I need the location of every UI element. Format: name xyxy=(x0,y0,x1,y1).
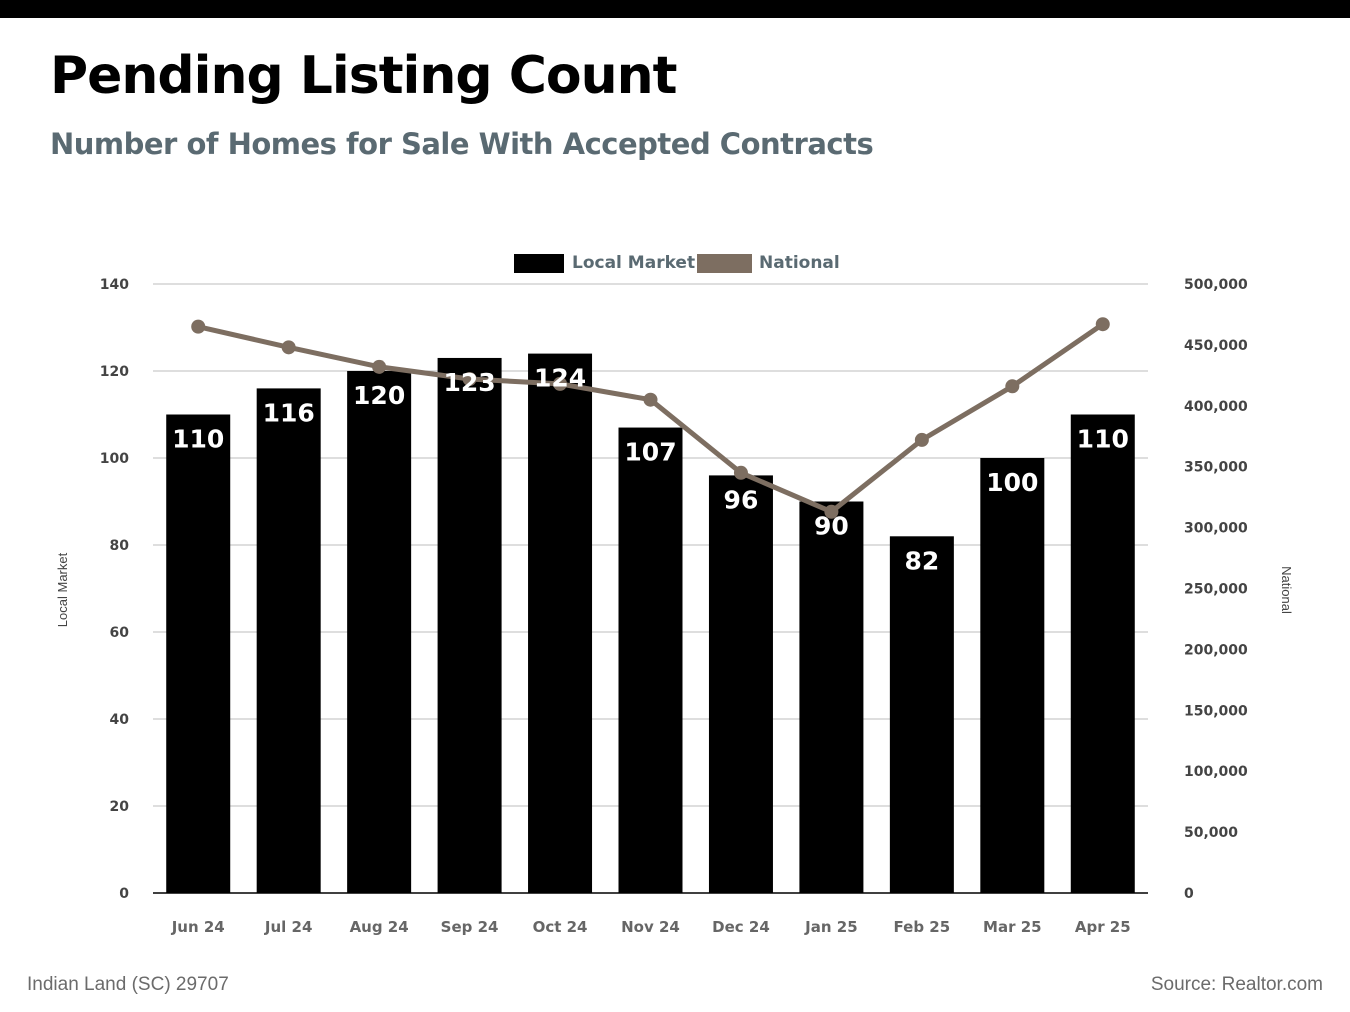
data-labels: 110 116 120 123 124 107 96 90 82 100 110 xyxy=(172,364,1129,576)
bar-series xyxy=(166,353,1135,894)
x-tick-label: Mar 25 xyxy=(983,918,1042,936)
data-label: 120 xyxy=(353,381,405,410)
bar xyxy=(980,458,1045,893)
data-label: 96 xyxy=(724,485,759,514)
x-tick-label: Jun 24 xyxy=(171,918,225,936)
line-series xyxy=(191,317,1110,519)
x-tick-label: Nov 24 xyxy=(621,918,680,936)
x-tick-label: Dec 24 xyxy=(712,918,770,936)
y2-tick-label: 250,000 xyxy=(1184,582,1248,598)
data-label: 116 xyxy=(263,398,315,427)
x-tick-label: Apr 25 xyxy=(1075,918,1131,936)
data-label: 107 xyxy=(624,438,676,467)
legend-swatch-national xyxy=(697,254,752,273)
page-title: Pending Listing Count xyxy=(50,46,678,106)
data-label: 110 xyxy=(172,425,224,454)
line-point xyxy=(733,465,748,480)
y-tick-label: 80 xyxy=(110,538,130,554)
y-tick-label: 100 xyxy=(100,451,129,467)
legend-swatch-local xyxy=(514,254,564,273)
y2-tick-label: 400,000 xyxy=(1184,399,1248,415)
bar xyxy=(799,501,864,893)
line-point xyxy=(191,319,206,334)
y-axis-right-title: National xyxy=(1279,566,1294,614)
line-point xyxy=(281,340,296,355)
y-tick-label: 140 xyxy=(100,277,129,293)
bar xyxy=(528,353,593,894)
y-axis-left-title: Local Market xyxy=(55,552,70,627)
y2-tick-label: 500,000 xyxy=(1184,277,1248,293)
y-tick-label: 0 xyxy=(119,886,129,902)
x-tick-label: Oct 24 xyxy=(533,918,588,936)
data-label: 82 xyxy=(904,546,939,575)
y-tick-label: 20 xyxy=(110,799,130,815)
data-label: 90 xyxy=(814,512,849,541)
bar xyxy=(889,536,954,893)
x-axis-ticks: Jun 24 Jul 24 Aug 24 Sep 24 Oct 24 Nov 24 Dec … xyxy=(171,918,1131,936)
y2-tick-label: 350,000 xyxy=(1184,460,1248,476)
location-label: Indian Land (SC) 29707 xyxy=(27,974,229,995)
bar xyxy=(437,357,502,893)
data-label: 123 xyxy=(443,368,495,397)
y-tick-label: 40 xyxy=(110,712,130,728)
y2-tick-label: 0 xyxy=(1184,886,1194,902)
bar xyxy=(166,414,231,893)
bar xyxy=(708,475,773,893)
bar xyxy=(1070,414,1135,893)
x-tick-label: Aug 24 xyxy=(350,918,409,936)
y-axis-left-ticks: 0 20 40 60 80 100 120 140 xyxy=(100,277,129,902)
x-tick-label: Jul 24 xyxy=(264,918,313,936)
y2-tick-label: 150,000 xyxy=(1184,703,1248,719)
legend: Local Market National xyxy=(514,253,840,273)
bar xyxy=(347,371,412,893)
bar xyxy=(256,388,321,893)
x-tick-label: Feb 25 xyxy=(894,918,951,936)
source-label: Source: Realtor.com xyxy=(1150,974,1323,995)
y2-tick-label: 200,000 xyxy=(1184,642,1248,658)
data-label: 124 xyxy=(534,364,586,393)
y2-tick-label: 50,000 xyxy=(1184,825,1238,841)
y-tick-label: 120 xyxy=(100,364,129,380)
line-point xyxy=(462,372,477,387)
data-label: 100 xyxy=(986,468,1038,497)
chart: 110 116 120 123 124 107 96 90 82 100 110 0 20 40 60 80… xyxy=(55,253,1294,936)
y2-tick-label: 300,000 xyxy=(1184,521,1248,537)
line-point xyxy=(1005,379,1020,394)
line-point xyxy=(1095,317,1110,332)
x-tick-label: Sep 24 xyxy=(441,918,499,936)
data-label: 110 xyxy=(1077,425,1129,454)
line-point xyxy=(824,504,839,519)
page-subtitle: Number of Homes for Sale With Accepted C… xyxy=(50,127,874,161)
bar xyxy=(618,427,683,893)
top-bar xyxy=(0,0,1350,18)
y-tick-label: 60 xyxy=(110,625,130,641)
line-point xyxy=(553,376,568,391)
line-point xyxy=(643,392,658,407)
y-axis-right-ticks: 0 50,000 100,000 150,000 200,000 250,000 300,0… xyxy=(1184,277,1248,902)
y2-tick-label: 100,000 xyxy=(1184,764,1248,780)
legend-label-national: National xyxy=(759,253,840,273)
line-point xyxy=(372,359,387,374)
y2-tick-label: 450,000 xyxy=(1184,338,1248,354)
x-tick-label: Jan 25 xyxy=(804,918,857,936)
legend-label-local: Local Market xyxy=(572,253,695,273)
line-point xyxy=(914,432,929,447)
